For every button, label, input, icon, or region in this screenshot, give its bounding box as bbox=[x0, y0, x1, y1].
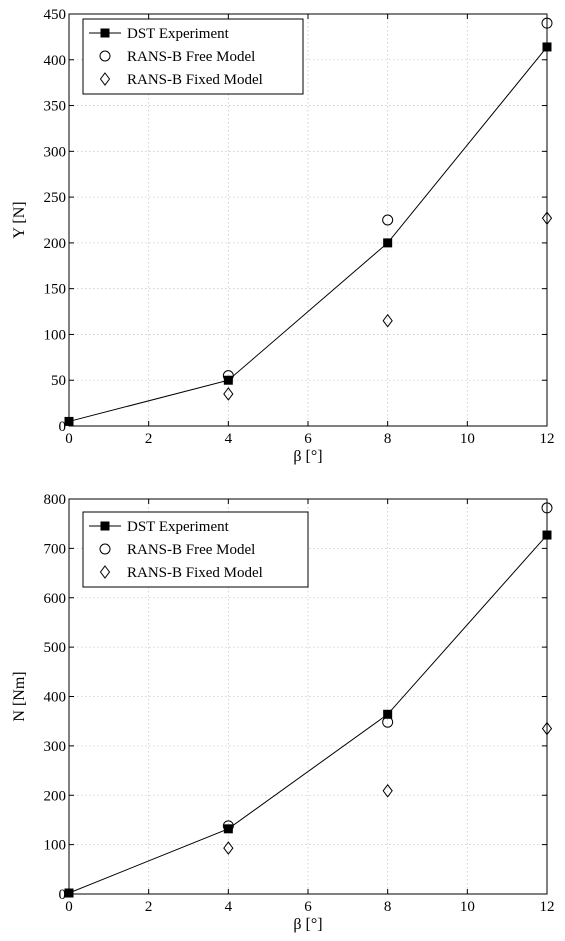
legend-box bbox=[82, 511, 309, 588]
y-tick-label: 100 bbox=[44, 327, 67, 343]
y-tick-label: 350 bbox=[44, 99, 67, 115]
legend-label: DST Experiment bbox=[127, 519, 230, 535]
data-point bbox=[223, 824, 233, 834]
legend-label: DST Experiment bbox=[127, 26, 230, 42]
y-tick-label: 400 bbox=[44, 53, 67, 69]
series-open-diamond bbox=[223, 721, 553, 855]
data-point bbox=[223, 841, 234, 855]
y-tick-label: 150 bbox=[44, 282, 67, 298]
legend-label: RANS-B Fixed Model bbox=[127, 72, 263, 88]
data-point bbox=[223, 387, 234, 401]
y-tick-label: 100 bbox=[44, 838, 67, 854]
x-tick-label: 8 bbox=[384, 899, 392, 915]
y-tick-label: 300 bbox=[44, 144, 67, 160]
y-tick-label: 0 bbox=[59, 419, 67, 435]
data-point bbox=[222, 370, 234, 382]
data-point bbox=[383, 709, 393, 719]
y-tick-label: 450 bbox=[44, 7, 67, 23]
x-tick-label: 12 bbox=[540, 899, 555, 915]
y-tick-label: 50 bbox=[51, 373, 66, 389]
y-axis-label: N [Nm] bbox=[11, 671, 28, 721]
y-tick-label: 250 bbox=[44, 190, 67, 206]
x-tick-label: 4 bbox=[225, 431, 233, 447]
x-tick-label: 0 bbox=[65, 899, 73, 915]
series-line bbox=[68, 46, 548, 422]
data-point bbox=[382, 214, 394, 226]
y-tick-label: 200 bbox=[44, 788, 67, 804]
x-tick-label: 2 bbox=[145, 899, 153, 915]
legend-marker bbox=[100, 28, 110, 38]
data-point bbox=[383, 238, 393, 248]
legend-marker bbox=[99, 565, 111, 579]
series-line bbox=[68, 534, 548, 894]
series-filled-square bbox=[64, 530, 552, 898]
y-tick-label: 700 bbox=[44, 541, 67, 557]
data-point bbox=[541, 211, 553, 226]
legend-marker bbox=[99, 50, 111, 62]
chart-n-moment: 0 2 4 6 8 10 12 0 100 200 300 400 500 600 700 800 β [°] N… bbox=[11, 492, 555, 933]
data-point bbox=[382, 313, 393, 328]
y-tick-label: 300 bbox=[44, 739, 67, 755]
axis-ticks: 0 2 4 6 8 10 12 0 50 100 150 200 250 300 350 400 450 bbox=[44, 7, 555, 447]
legend: DST Experiment RANS-B Free Model RANS-B Fi… bbox=[82, 18, 304, 95]
data-point bbox=[64, 888, 74, 898]
series-open-diamond bbox=[223, 211, 553, 401]
x-axis-label: β [°] bbox=[293, 448, 322, 465]
y-axis-label: Y [N] bbox=[11, 201, 28, 238]
data-point bbox=[64, 416, 74, 426]
legend-label: RANS-B Free Model bbox=[127, 49, 255, 65]
x-tick-label: 6 bbox=[304, 899, 312, 915]
y-tick-label: 800 bbox=[44, 492, 67, 508]
data-point bbox=[541, 17, 553, 29]
x-axis-label: β [°] bbox=[293, 916, 322, 933]
y-tick-label: 400 bbox=[44, 690, 67, 706]
x-tick-label: 10 bbox=[460, 899, 475, 915]
x-tick-label: 0 bbox=[65, 431, 73, 447]
y-tick-label: 200 bbox=[44, 236, 67, 252]
data-point bbox=[382, 716, 394, 728]
data-point bbox=[542, 530, 552, 540]
x-tick-label: 6 bbox=[304, 431, 312, 447]
data-point bbox=[382, 783, 393, 798]
x-tick-label: 12 bbox=[540, 431, 555, 447]
y-tick-label: 0 bbox=[59, 887, 67, 903]
data-point bbox=[541, 502, 553, 514]
y-tick-label: 600 bbox=[44, 591, 67, 607]
legend-label: RANS-B Free Model bbox=[127, 542, 255, 558]
x-tick-label: 8 bbox=[384, 431, 392, 447]
legend-marker bbox=[99, 543, 111, 555]
data-point bbox=[541, 721, 553, 736]
x-tick-label: 10 bbox=[460, 431, 475, 447]
y-tick-label: 500 bbox=[44, 640, 67, 656]
x-tick-label: 4 bbox=[225, 899, 233, 915]
legend-marker bbox=[100, 521, 110, 531]
axis-ticks: 0 2 4 6 8 10 12 0 100 200 300 400 500 600 700 800 bbox=[44, 492, 555, 915]
series-open-circle bbox=[222, 502, 553, 832]
data-point bbox=[542, 42, 552, 52]
series-open-circle bbox=[222, 17, 553, 382]
chart-y-force: 0 2 4 6 8 10 12 0 50 100 150 200 250 300 350 400 450 β [°… bbox=[11, 7, 555, 465]
legend-label: RANS-B Fixed Model bbox=[127, 565, 263, 581]
x-tick-label: 2 bbox=[145, 431, 153, 447]
legend-box bbox=[82, 18, 304, 95]
data-point bbox=[222, 820, 234, 832]
legend-marker bbox=[99, 72, 111, 86]
legend: DST Experiment RANS-B Free Model RANS-B Fi… bbox=[82, 511, 309, 588]
